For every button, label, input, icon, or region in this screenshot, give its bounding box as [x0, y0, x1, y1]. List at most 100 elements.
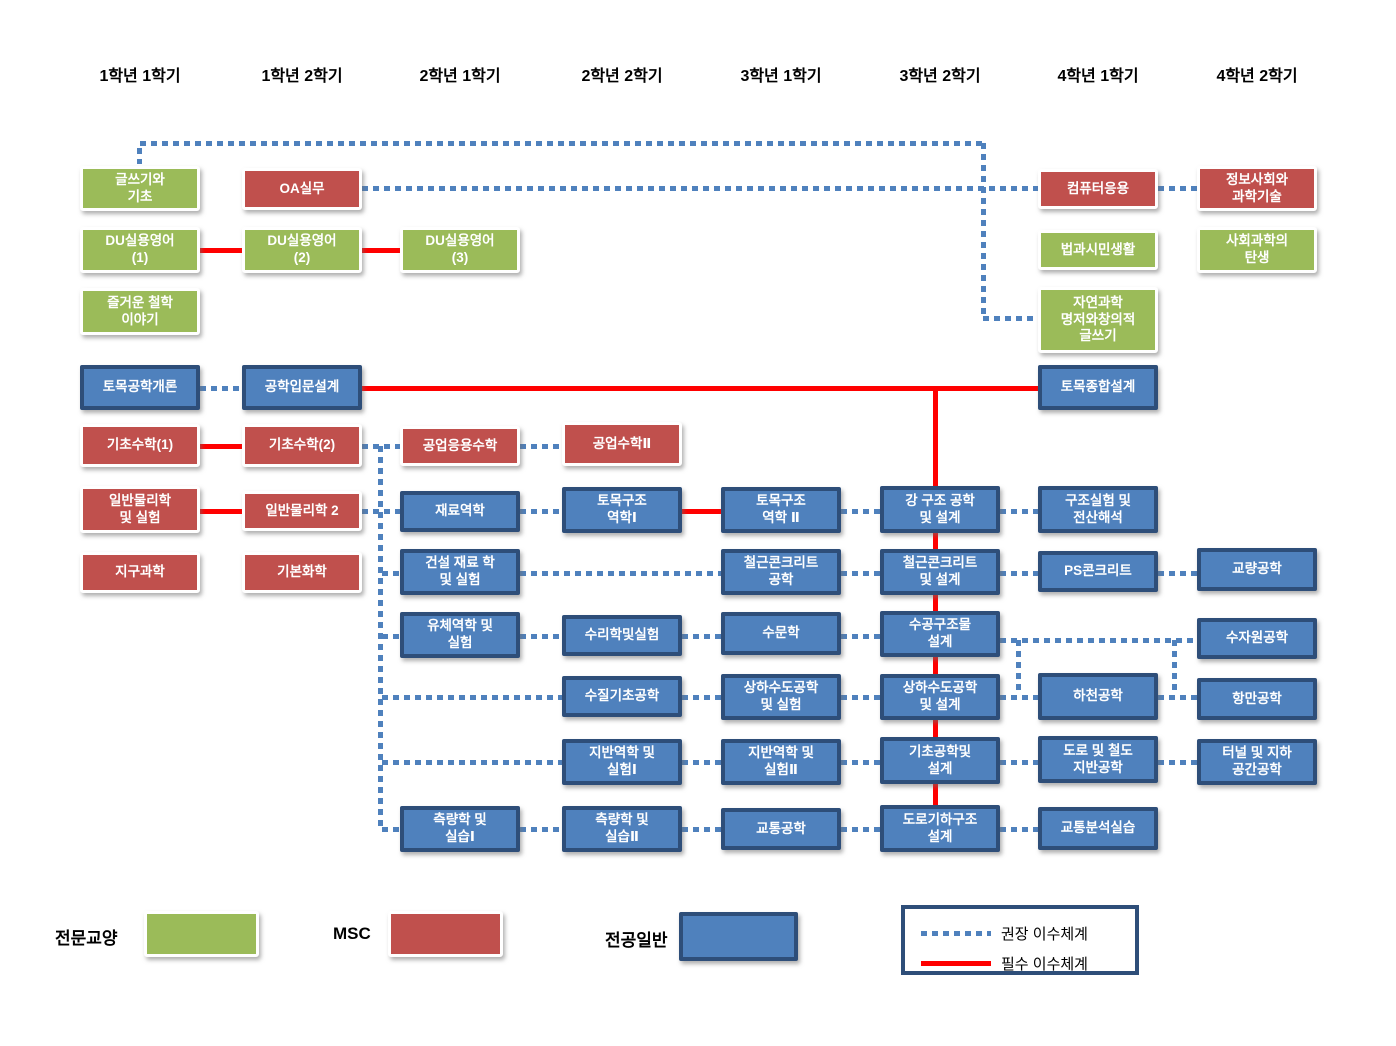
- course-box: 기초수학(1): [80, 424, 200, 467]
- course-box: 철근콘크리트 및 설계: [880, 549, 1000, 595]
- connector-recommended: [382, 827, 400, 832]
- connector-recommended: [137, 148, 142, 164]
- connector-recommended: [981, 143, 986, 318]
- course-box: 즐거운 철학 이야기: [80, 288, 200, 335]
- legend-general-swatch: [144, 911, 259, 957]
- course-box: 지구과학: [80, 552, 200, 593]
- course-box: 토목종합설계: [1038, 365, 1158, 410]
- course-box: 공업수학Ⅱ: [562, 422, 682, 466]
- course-box: 유체역학 및 실험: [400, 612, 520, 658]
- connector-required: [362, 248, 400, 253]
- connector-recommended: [841, 634, 880, 639]
- course-box: 정보사회와 과학기술: [1197, 166, 1317, 211]
- connector-recommended: [841, 509, 880, 514]
- connector-recommended: [1158, 186, 1197, 191]
- semester-header: 1학년 2학기: [261, 68, 343, 85]
- course-box: 교통공학: [721, 808, 841, 850]
- course-box: 수자원공학: [1197, 618, 1317, 659]
- legend-general-label: 전문교양: [55, 929, 118, 948]
- connector-recommended: [1158, 571, 1197, 576]
- connector-recommended: [140, 141, 985, 146]
- connector-recommended: [382, 695, 562, 700]
- course-box: 건설 재료 학 및 실험: [400, 549, 520, 595]
- course-box: 측량학 및 실습Ⅱ: [562, 806, 682, 852]
- connector-recommended: [1158, 695, 1197, 700]
- course-box: 항만공학: [1197, 678, 1317, 720]
- connector-recommended: [1000, 695, 1038, 700]
- connector-recommended: [682, 760, 721, 765]
- connector-recommended: [983, 316, 1038, 321]
- connector-recommended: [382, 760, 562, 765]
- connector-required: [362, 386, 1038, 391]
- connector-required: [682, 509, 721, 514]
- legend-msc-label: MSC: [333, 924, 371, 943]
- course-box: 교통분석실습: [1038, 807, 1158, 850]
- course-box: DU실용영어 (3): [400, 227, 520, 273]
- course-box: 기본화학: [242, 552, 362, 593]
- legend-msc-swatch: [388, 911, 503, 957]
- connector-recommended: [682, 634, 721, 639]
- course-box: 측량학 및 실습Ⅰ: [400, 806, 520, 852]
- course-box: 공학입문설계: [242, 365, 362, 410]
- course-box: 토목구조 역학 Ⅱ: [721, 487, 841, 533]
- semester-header: 2학년 2학기: [581, 68, 663, 85]
- connector-recommended: [1000, 509, 1038, 514]
- semester-header: 2학년 1학기: [419, 68, 501, 85]
- connector-recommended: [1000, 638, 1197, 643]
- connector-recommended: [841, 571, 880, 576]
- connector-recommended: [362, 509, 400, 514]
- connector-required: [200, 509, 242, 514]
- course-box: PS콘크리트: [1038, 551, 1158, 592]
- connector-required: [200, 444, 242, 449]
- connector-recommended: [520, 571, 721, 576]
- course-box: OA실무: [242, 168, 362, 210]
- course-box: 철근콘크리트 공학: [721, 549, 841, 595]
- course-box: 사회과학의 탄생: [1197, 227, 1317, 273]
- course-box: 일반물리학 및 실험: [80, 486, 200, 533]
- semester-header: 4학년 2학기: [1216, 68, 1298, 85]
- course-box: 기초수학(2): [242, 424, 362, 467]
- semester-header: 1학년 1학기: [99, 68, 181, 85]
- course-box: 도로기하구조 설계: [880, 805, 1000, 852]
- course-box: DU실용영어 (1): [80, 227, 200, 273]
- connector-recommended: [841, 760, 880, 765]
- connector-recommended: [1172, 640, 1177, 695]
- connector-recommended: [682, 695, 721, 700]
- connector-required: [933, 386, 938, 806]
- semester-header: 3학년 2학기: [899, 68, 981, 85]
- semester-header: 3학년 1학기: [740, 68, 822, 85]
- course-box: 글쓰기와 기초: [80, 166, 200, 211]
- connector-required: [200, 248, 242, 253]
- course-box: 지반역학 및 실험Ⅰ: [562, 739, 682, 785]
- course-box: 하천공학: [1038, 673, 1158, 720]
- course-box: 교량공학: [1197, 548, 1317, 591]
- semester-header: 4학년 1학기: [1057, 68, 1139, 85]
- course-box: 공업응용수학: [400, 426, 520, 466]
- legend-major-swatch: [679, 912, 798, 961]
- course-box: 강 구조 공학 및 설계: [880, 486, 1000, 533]
- course-box: 도로 및 철도 지반공학: [1038, 736, 1158, 783]
- connector-recommended: [1016, 640, 1021, 695]
- course-box: 지반역학 및 실험Ⅱ: [721, 739, 841, 785]
- course-box: 기초공학및 설계: [880, 737, 1000, 784]
- legend-recommended-label: 권장 이수체계: [1001, 926, 1088, 943]
- course-box: 토목구조 역학Ⅰ: [562, 487, 682, 533]
- course-box: 자연과학 명저와창의적 글쓰기: [1038, 287, 1158, 353]
- course-box: 컴퓨터응용: [1038, 169, 1158, 209]
- connector-recommended: [1158, 760, 1197, 765]
- connector-recommended: [841, 695, 880, 700]
- course-box: 수질기초공학: [562, 676, 682, 717]
- course-box: 재료역학: [400, 491, 520, 532]
- legend-required-label: 필수 이수체계: [1001, 956, 1088, 973]
- legend-major-label: 전공일반: [605, 931, 668, 950]
- course-box: DU실용영어 (2): [242, 227, 362, 273]
- connector-recommended: [382, 571, 400, 576]
- course-box: 토목공학개론: [80, 365, 200, 410]
- connector-recommended: [362, 186, 1038, 191]
- course-box: 수공구조물 설계: [880, 611, 1000, 657]
- legend-line-box: 권장 이수체계 필수 이수체계: [901, 905, 1139, 975]
- legend-required-line-sample: [921, 961, 991, 966]
- connector-recommended: [520, 827, 562, 832]
- course-box: 상하수도공학 및 실험: [721, 674, 841, 720]
